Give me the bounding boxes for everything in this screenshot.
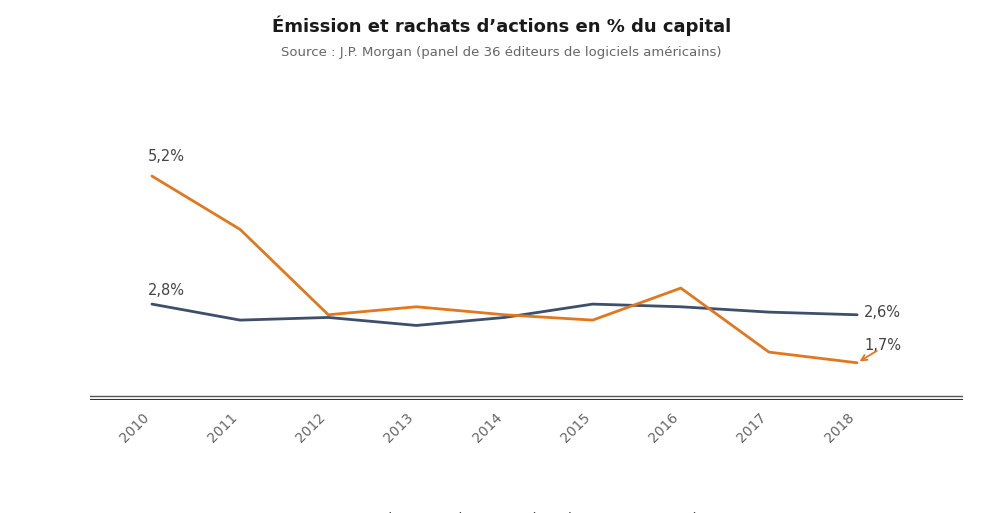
Legend: Actions gratuites + stock options, Rachats: Actions gratuites + stock options, Racha… bbox=[325, 507, 727, 513]
Text: 5,2%: 5,2% bbox=[147, 149, 184, 164]
Text: 2,8%: 2,8% bbox=[147, 283, 184, 298]
Text: 2,6%: 2,6% bbox=[864, 305, 900, 320]
Text: Émission et rachats d’actions en % du capital: Émission et rachats d’actions en % du ca… bbox=[272, 15, 730, 36]
Text: Source : J.P. Morgan (panel de 36 éditeurs de logiciels américains): Source : J.P. Morgan (panel de 36 éditeu… bbox=[281, 46, 721, 59]
Text: 1,7%: 1,7% bbox=[864, 338, 900, 353]
